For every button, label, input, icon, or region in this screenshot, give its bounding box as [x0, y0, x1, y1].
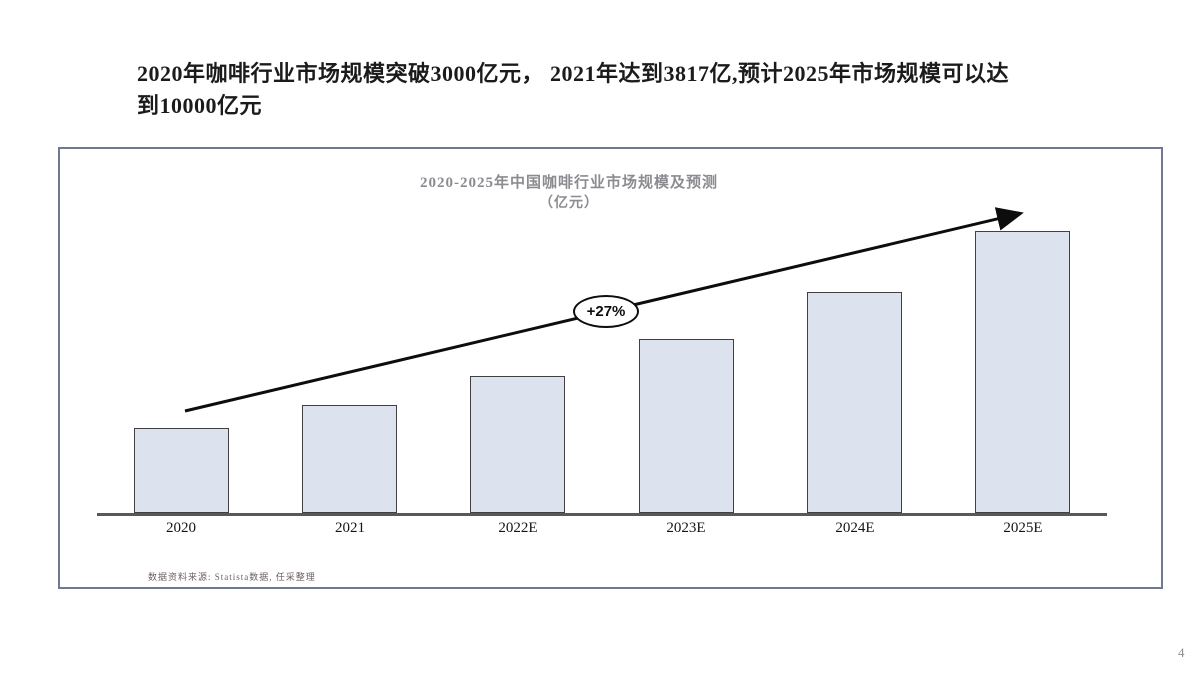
x-axis-label: 2022E: [498, 520, 538, 536]
chart-subtitle: （亿元）: [539, 196, 599, 211]
source-note: 数据资料来源: Statista数据, 任采整理: [148, 572, 316, 582]
x-axis-label: 2020: [166, 520, 196, 536]
growth-annotation: +27%: [573, 295, 639, 328]
x-axis-label: 2025E: [1003, 520, 1043, 536]
x-axis-label: 2024E: [835, 520, 875, 536]
bar-2023E: [639, 339, 734, 513]
page-heading: 2020年咖啡行业市场规模突破3000亿元， 2021年达到3817亿,预计20…: [137, 58, 1009, 122]
heading-line-2: 到10000亿元: [137, 93, 263, 118]
page-number: 4: [1178, 645, 1185, 660]
bar-2020: [134, 428, 229, 513]
x-axis-label: 2021: [335, 520, 365, 536]
x-axis-label: 2023E: [666, 520, 706, 536]
chart-container: 2020-2025年中国咖啡行业市场规模及预测 （亿元） +27% 数据资料来源…: [58, 147, 1163, 589]
bar-2021: [302, 405, 397, 513]
heading-line-1: 2020年咖啡行业市场规模突破3000亿元， 2021年达到3817亿,预计20…: [137, 61, 1010, 86]
x-axis-line: [97, 513, 1107, 516]
bar-area: [97, 149, 1107, 513]
bar-2025E: [975, 231, 1070, 513]
bar-2022E: [470, 376, 565, 513]
chart-title: 2020-2025年中国咖啡行业市场规模及预测: [420, 175, 718, 191]
bar-2024E: [807, 292, 902, 513]
